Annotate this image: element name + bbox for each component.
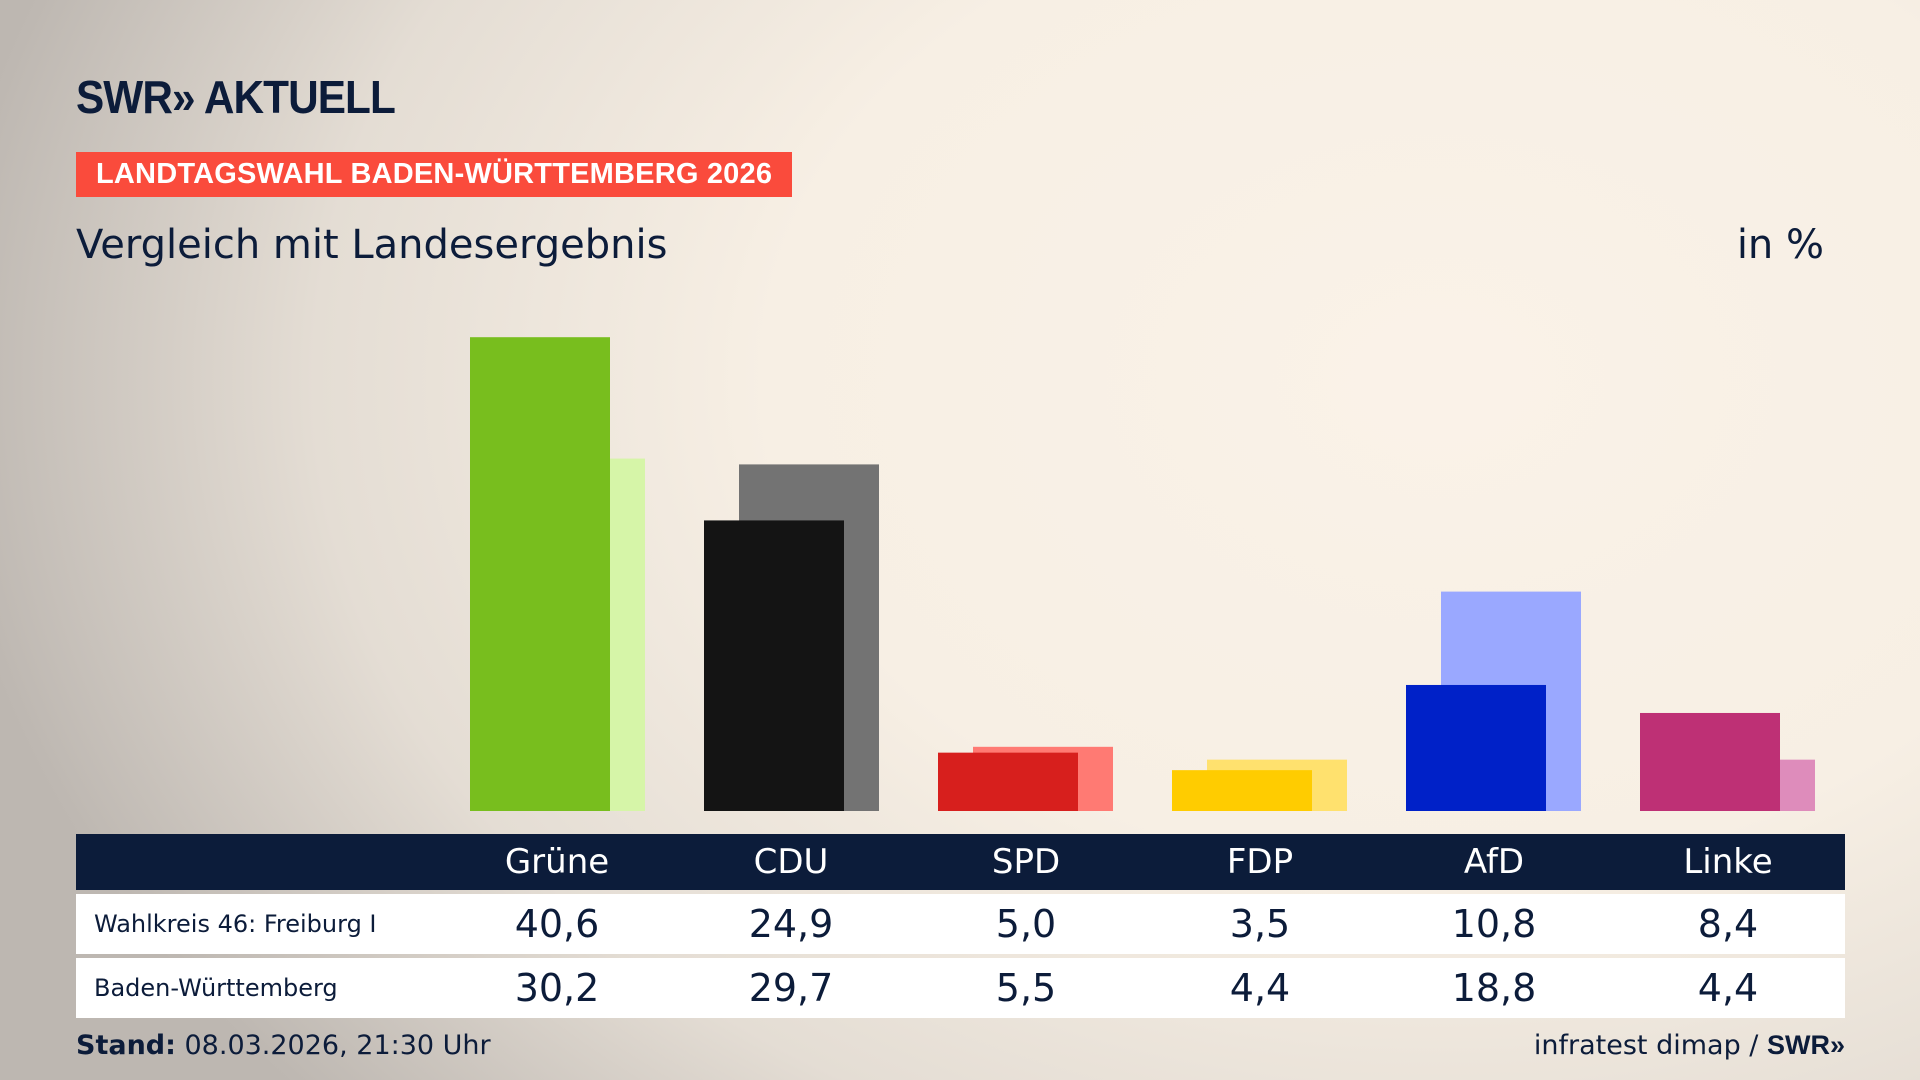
swr-logo: SWR» [1766,1030,1845,1060]
bar-wahlkreis-linke [1640,712,1780,811]
unit-label: in % [1736,222,1824,268]
bar-wahlkreis-fdp [1172,770,1312,811]
value-cell: 3,5 [1229,902,1291,946]
value-cell: 5,0 [995,902,1057,946]
value-cell: 4,4 [1229,966,1291,1010]
column-header: AfD [1463,842,1525,882]
timestamp: Stand: 08.03.2026, 21:30 Uhr [76,1030,491,1061]
value-cell: 18,8 [1451,966,1537,1010]
column-header: FDP [1226,842,1294,882]
stand-label: Stand: [76,1030,176,1061]
results-table: Grüne CDU SPD FDP AfD Linke Wahlkreis 46: Fre… [76,834,1845,1018]
value-cell: 10,8 [1451,902,1537,946]
value-cell: 40,6 [514,902,600,946]
bar-wahlkreis-grüne [470,337,610,811]
source-text: infratest dimap / [1533,1030,1767,1061]
bar-wahlkreis-spd [938,752,1078,811]
column-header: Linke [1683,842,1773,882]
value-cell: 5,5 [995,966,1057,1010]
swr-aktuell-logo: SWR» AKTUELL [76,71,396,123]
bar-wahlkreis-afd [1406,684,1546,811]
value-cell: 29,7 [748,966,834,1010]
source: infratest dimap / SWR» [1534,1030,1845,1061]
table-row: Baden-Württemberg 30,2 29,7 5,5 4,4 18,8 4,4 [76,958,1845,1018]
column-header: SPD [991,842,1061,882]
value-cell: 4,4 [1697,966,1759,1010]
bar-chart [470,337,1815,811]
row-label: Baden-Württemberg [94,974,338,1002]
column-header: Grüne [504,842,610,882]
bar-wahlkreis-cdu [704,520,844,811]
stand-value: 08.03.2026, 21:30 Uhr [175,1030,491,1061]
value-cell: 30,2 [514,966,600,1010]
column-header: CDU [753,842,829,882]
table-row: Wahlkreis 46: Freiburg I 40,6 24,9 5,0 3,5 10… [76,894,1845,954]
value-cell: 8,4 [1697,902,1759,946]
election-banner: LANDTAGSWAHL BADEN-WÜRTTEMBERG 2026 [76,152,793,197]
table-header: Grüne CDU SPD FDP AfD Linke [76,834,1845,890]
value-cell: 24,9 [748,902,834,946]
chart-subtitle: Vergleich mit Landesergebnis [76,222,668,268]
row-label: Wahlkreis 46: Freiburg I [94,910,377,938]
